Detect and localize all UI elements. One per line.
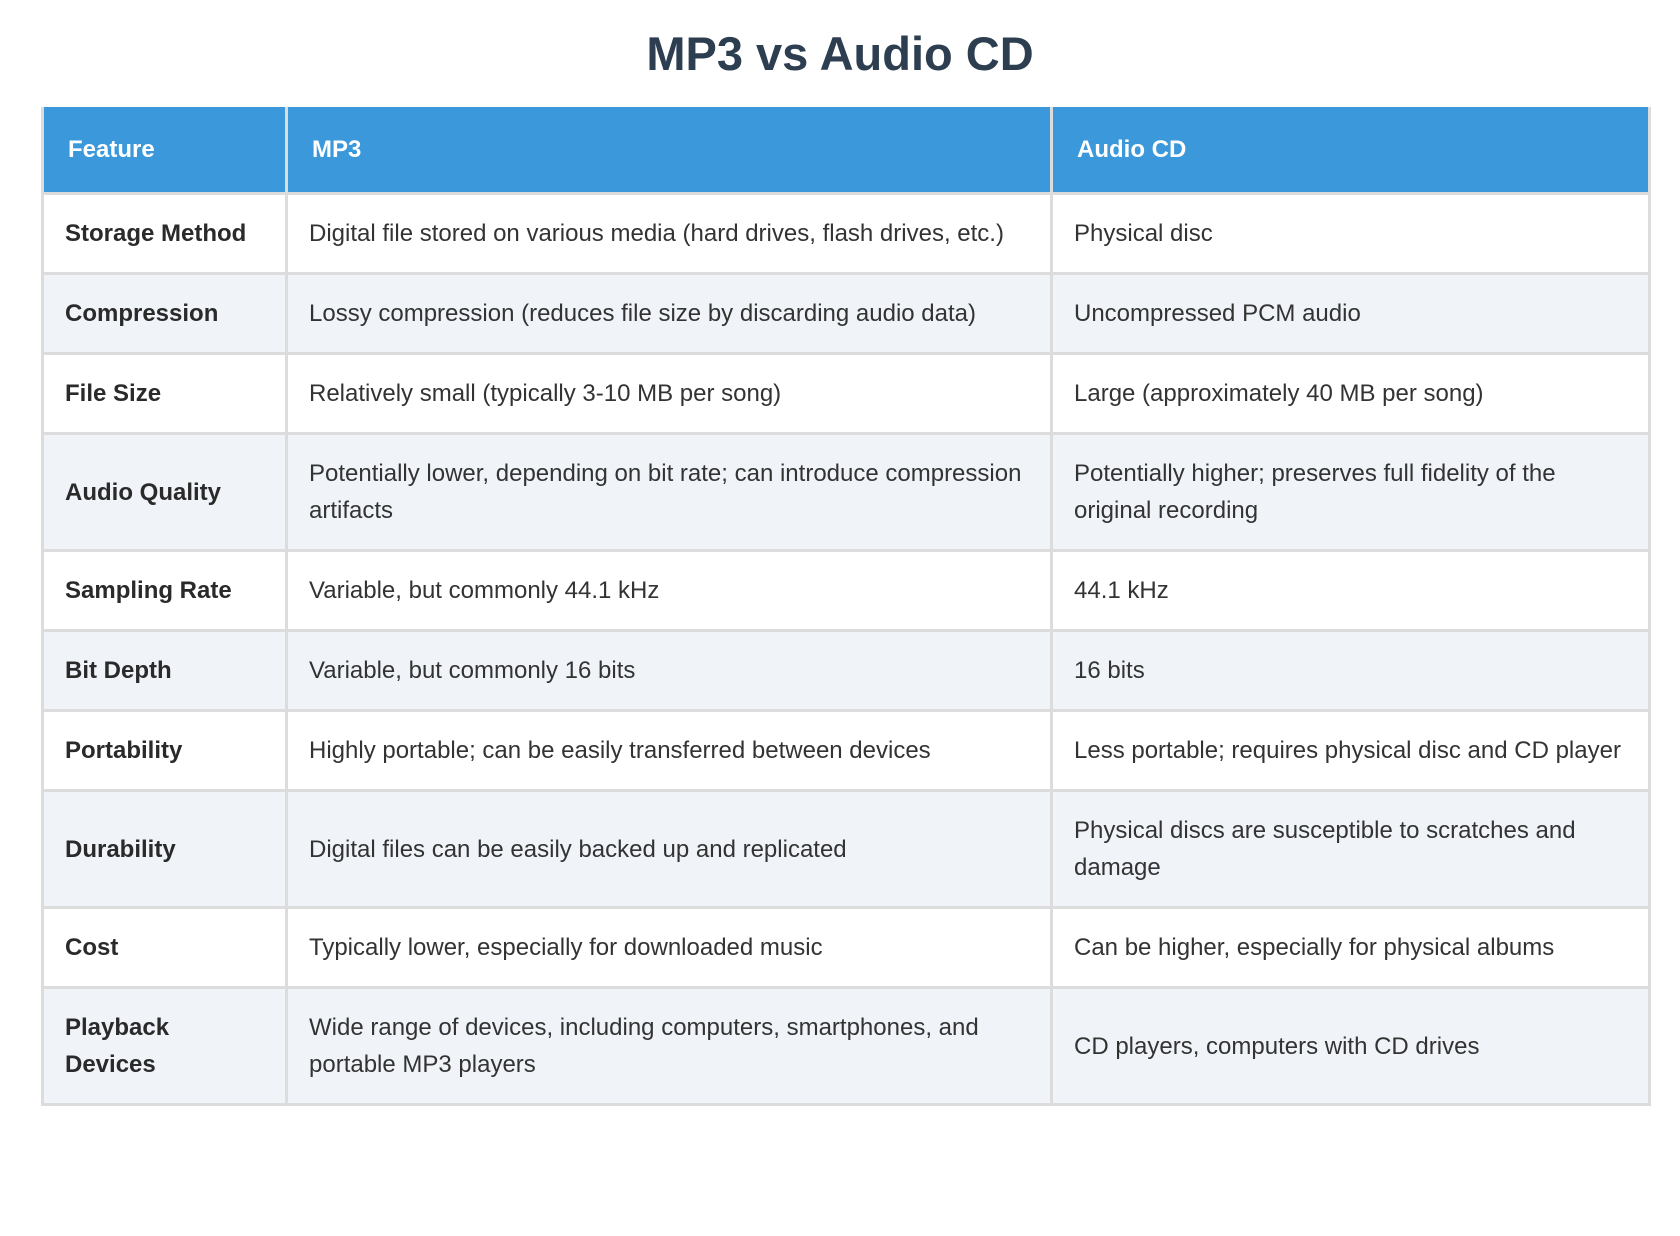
value-cell: Variable, but commonly 44.1 kHz	[285, 549, 1053, 632]
table-row: Audio Quality Potentially lower, dependin…	[41, 432, 1651, 552]
table-row: Durability Digital files can be easily ba…	[41, 789, 1651, 909]
value-cell: 16 bits	[1050, 629, 1651, 712]
table-row: Portability Highly portable; can be easil…	[41, 709, 1651, 792]
header-cell: MP3	[285, 107, 1053, 195]
table-row: Cost Typically lower, especially for down…	[41, 906, 1651, 989]
table-header: Feature MP3 Audio CD	[41, 107, 1651, 195]
feature-cell: Portability	[41, 709, 288, 792]
feature-cell: File Size	[41, 352, 288, 435]
feature-cell: Sampling Rate	[41, 549, 288, 632]
feature-cell: Bit Depth	[41, 629, 288, 712]
value-cell: Wide range of devices, including compute…	[285, 986, 1053, 1106]
table-row: Storage Method Digital file stored on var…	[41, 192, 1651, 275]
value-cell: Typically lower, especially for download…	[285, 906, 1053, 989]
table-body: Storage Method Digital file stored on var…	[41, 192, 1651, 1106]
comparison-table: Feature MP3 Audio CD Storage Method Digital…	[41, 107, 1651, 1106]
feature-cell: Durability	[41, 789, 288, 909]
feature-cell: Compression	[41, 272, 288, 355]
feature-cell: Storage Method	[41, 192, 288, 275]
value-cell: Potentially higher; preserves full fidel…	[1050, 432, 1651, 552]
value-cell: Physical disc	[1050, 192, 1651, 275]
header-cell: Feature	[41, 107, 288, 195]
value-cell: Large (approximately 40 MB per song)	[1050, 352, 1651, 435]
page-title: MP3 vs Audio CD	[646, 27, 1034, 80]
table-row: Compression Lossy compression (reduces fi…	[41, 272, 1651, 355]
value-cell: Can be higher, especially for physical a…	[1050, 906, 1651, 989]
header-cell: Audio CD	[1050, 107, 1651, 195]
table-row: Bit Depth Variable, but commonly 16 bits 1…	[41, 629, 1651, 712]
value-cell: Physical discs are susceptible to scratc…	[1050, 789, 1651, 909]
value-cell: Lossy compression (reduces file size by …	[285, 272, 1053, 355]
value-cell: Relatively small (typically 3-10 MB per …	[285, 352, 1053, 435]
value-cell: Potentially lower, depending on bit rate…	[285, 432, 1053, 552]
feature-cell: Playback Devices	[41, 986, 288, 1106]
value-cell: Digital files can be easily backed up an…	[285, 789, 1053, 909]
value-cell: CD players, computers with CD drives	[1050, 986, 1651, 1106]
value-cell: Digital file stored on various media (ha…	[285, 192, 1053, 275]
value-cell: Highly portable; can be easily transferr…	[285, 709, 1053, 792]
value-cell: 44.1 kHz	[1050, 549, 1651, 632]
value-cell: Variable, but commonly 16 bits	[285, 629, 1053, 712]
feature-cell: Audio Quality	[41, 432, 288, 552]
value-cell: Uncompressed PCM audio	[1050, 272, 1651, 355]
feature-cell: Cost	[41, 906, 288, 989]
header-row: Feature MP3 Audio CD	[41, 107, 1651, 195]
table-row: File Size Relatively small (typically 3-1…	[41, 352, 1651, 435]
value-cell: Less portable; requires physical disc an…	[1050, 709, 1651, 792]
table-row: Sampling Rate Variable, but commonly 44.1…	[41, 549, 1651, 632]
table-row: Playback Devices Wide range of devices, i…	[41, 986, 1651, 1106]
